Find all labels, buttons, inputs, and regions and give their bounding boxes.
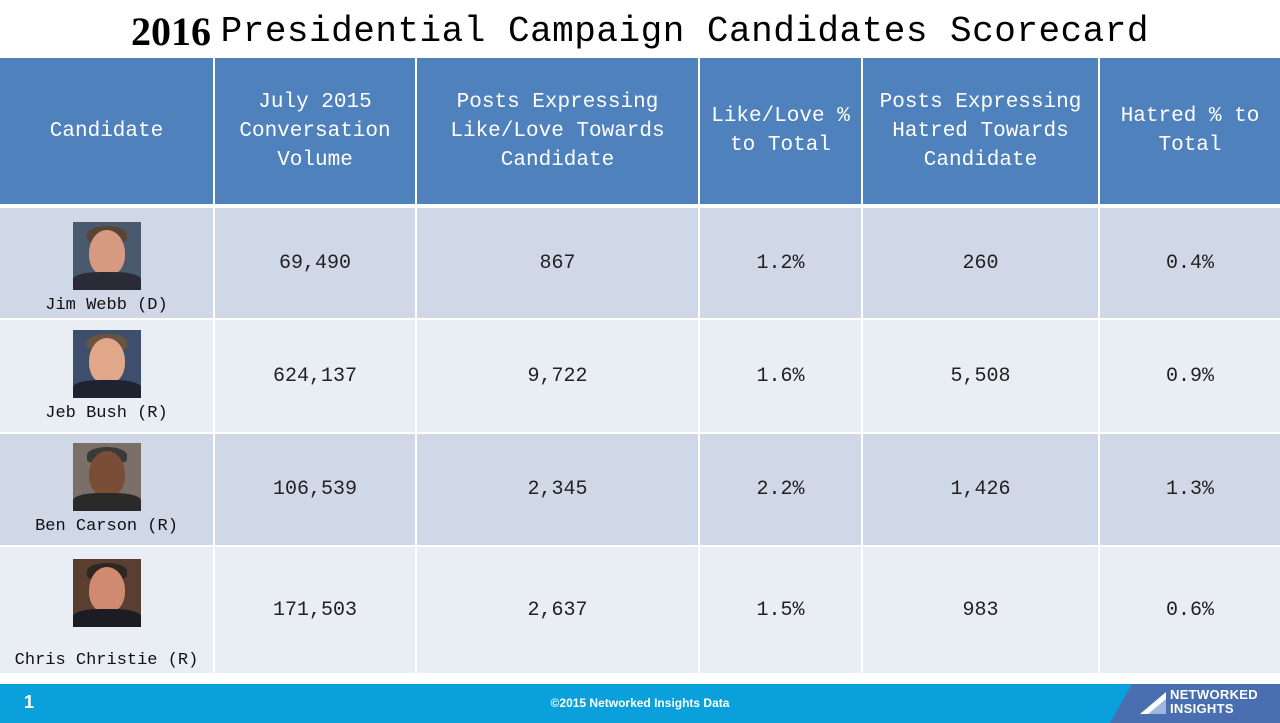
header-conversation-volume: July 2015 Conversation Volume (214, 58, 417, 208)
hatred-pct: 0.9% (1099, 319, 1280, 434)
hatred-pct: 1.3% (1099, 433, 1280, 547)
conversation-volume: 171,503 (214, 546, 417, 675)
header-like-pct: Like/Love % to Total (699, 58, 863, 208)
conversation-volume: 624,137 (214, 319, 417, 434)
logo-text-line1: NETWORKED (1170, 687, 1258, 702)
like-pct: 1.6% (699, 319, 863, 434)
like-pct: 2.2% (699, 433, 863, 547)
candidate-photo (72, 329, 141, 398)
slide-number: 1 (24, 692, 35, 712)
hatred-posts: 5,508 (862, 319, 1100, 434)
candidate-cell: Jeb Bush (R) (0, 319, 215, 434)
table-header-row: Candidate July 2015 Conversation Volume … (0, 58, 1280, 208)
hatred-posts: 983 (862, 546, 1100, 675)
like-posts: 2,345 (416, 433, 700, 547)
header-hatred-pct: Hatred % to Total (1099, 58, 1280, 208)
candidate-cell: Ben Carson (R) (0, 433, 215, 547)
table-row: Ben Carson (R) 106,539 2,345 2.2% 1,426 … (0, 433, 1280, 547)
like-pct: 1.5% (699, 546, 863, 675)
candidate-photo (72, 443, 141, 511)
networked-insights-logo-icon (1140, 692, 1166, 714)
like-posts: 9,722 (416, 319, 700, 434)
header-like-posts: Posts Expressing Like/Love Towards Candi… (416, 58, 700, 208)
candidate-name: Jim Webb (D) (45, 295, 168, 315)
title-text: Presidential Campaign Candidates Scoreca… (220, 11, 1149, 52)
header-candidate: Candidate (0, 58, 215, 208)
scorecard-table: Candidate July 2015 Conversation Volume … (0, 58, 1280, 675)
footer-bar: 1 ©2015 Networked Insights Data NETWORKE… (0, 684, 1280, 723)
like-pct: 1.2% (699, 206, 863, 320)
logo-text-line2: INSIGHTS (1170, 701, 1234, 716)
copyright-text: ©2015 Networked Insights Data (550, 696, 730, 710)
candidate-photo (72, 558, 141, 627)
logo-band (1110, 684, 1280, 723)
hatred-posts: 260 (862, 206, 1100, 320)
candidate-name: Jeb Bush (R) (45, 403, 168, 423)
like-posts: 2,637 (416, 546, 700, 675)
candidate-cell: Chris Christie (R) (0, 546, 215, 675)
table-row: Jeb Bush (R) 624,137 9,722 1.6% 5,508 0.… (0, 319, 1280, 434)
table-row: Chris Christie (R) 171,503 2,637 1.5% 98… (0, 546, 1280, 675)
hatred-pct: 0.4% (1099, 206, 1280, 320)
hatred-posts: 1,426 (862, 433, 1100, 547)
candidate-cell: Jim Webb (D) (0, 206, 215, 320)
title-year: 2016 (131, 9, 212, 54)
candidate-photo (72, 221, 141, 290)
slide-title: 2016 Presidential Campaign Candidates Sc… (0, 0, 1280, 58)
hatred-pct: 0.6% (1099, 546, 1280, 675)
conversation-volume: 106,539 (214, 433, 417, 547)
candidate-name: Ben Carson (R) (35, 517, 178, 536)
candidate-name: Chris Christie (R) (14, 650, 199, 670)
logo-text: NETWORKED INSIGHTS (1170, 688, 1258, 716)
table-row: Jim Webb (D) 69,490 867 1.2% 260 0.4% (0, 206, 1280, 320)
header-hatred-posts: Posts Expressing Hatred Towards Candidat… (862, 58, 1100, 208)
like-posts: 867 (416, 206, 700, 320)
conversation-volume: 69,490 (214, 206, 417, 320)
